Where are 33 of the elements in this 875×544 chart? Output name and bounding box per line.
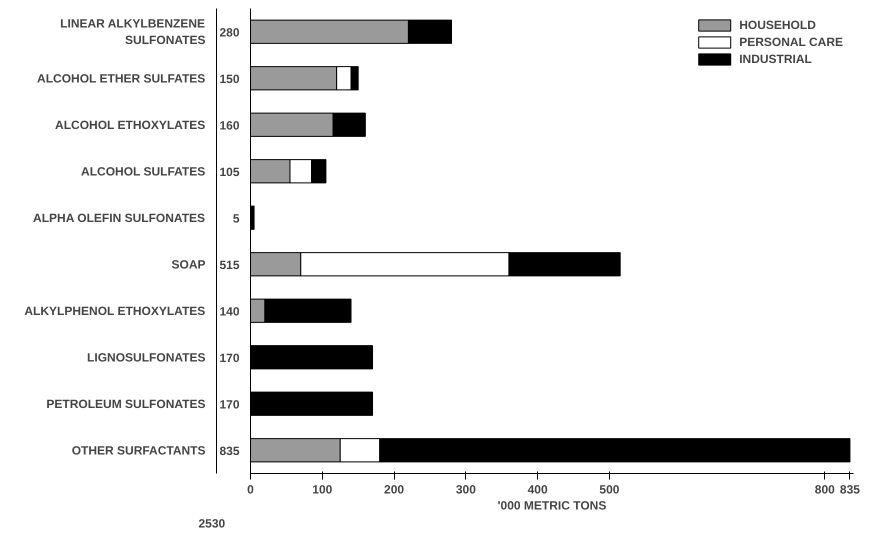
- y-tick-label: ALCOHOL SULFATES: [81, 164, 206, 178]
- y-tick-label: ALKYLPHENOL ETHOXYLATES: [24, 304, 206, 318]
- x-tick-label: 300: [456, 482, 476, 496]
- total-label: 150: [219, 72, 240, 86]
- total-label: 140: [219, 304, 240, 318]
- x-tick-label: 400: [528, 482, 548, 496]
- legend-label: INDUSTRIAL: [739, 52, 812, 66]
- x-tick-label: 0: [247, 482, 254, 496]
- total-label: 5: [232, 211, 240, 226]
- y-tick-label: OTHER SURFACTANTS: [72, 443, 206, 458]
- total-label: 105: [219, 164, 240, 179]
- x-tick-label: 800: [814, 482, 836, 496]
- x-tick-label: 200: [384, 482, 404, 496]
- x-tick-label: 835: [840, 482, 860, 496]
- y-tick-label: ALCOHOL ETHER SULFATES: [37, 71, 206, 86]
- y-tick-label: SOAP: [171, 257, 206, 272]
- total-label: 280: [219, 25, 240, 40]
- x-axis-title: '000 METRIC TONS: [498, 498, 606, 512]
- total-label: 835: [219, 444, 240, 458]
- text: 2530: [198, 516, 226, 530]
- total-label: 170: [219, 397, 240, 412]
- total-label: 170: [219, 350, 240, 365]
- y-tick-label: ALCOHOL ETHOXYLATES: [55, 118, 206, 132]
- legend-label: HOUSEHOLD: [739, 18, 816, 32]
- total-label: 160: [219, 118, 240, 132]
- total-label: 515: [219, 258, 240, 272]
- x-tick-label: 100: [312, 482, 333, 496]
- y-tick-label: LIGNOSULFONATES: [87, 350, 206, 364]
- y-tick-label: ALPHA OLEFIN SULFONATES: [33, 210, 206, 225]
- y-tick-label: LINEAR ALKYLBENZENE SULFONATES: [60, 16, 206, 48]
- x-tick-label: 500: [599, 482, 620, 496]
- legend-label: PERSONAL CARE: [739, 35, 843, 49]
- y-tick-label: PETROLEUM SULFONATES: [46, 396, 206, 411]
